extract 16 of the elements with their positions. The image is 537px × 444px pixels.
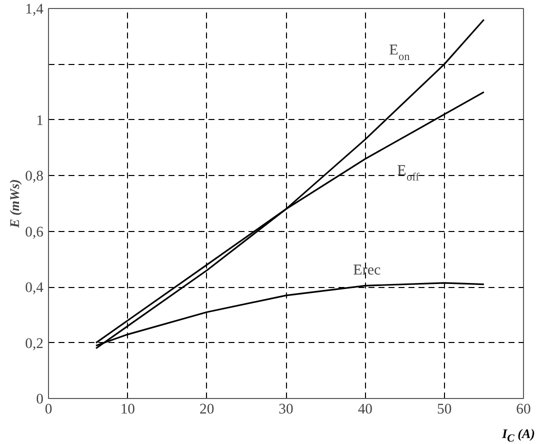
y-tick-label: 0,4 <box>25 280 44 296</box>
x-tick-label: 40 <box>358 402 372 418</box>
x-axis-title: I$_{C}$ (A) <box>502 425 535 444</box>
x-tick-label: 50 <box>437 402 452 418</box>
y-axis-title: E (mWs) <box>7 179 22 229</box>
y-tick-label: 1,4 <box>25 2 44 18</box>
y-tick-label: 0,2 <box>25 336 44 352</box>
series-label: Erec <box>353 262 381 279</box>
x-tick-label: 10 <box>120 402 135 418</box>
y-tick-label: 0 <box>36 392 44 408</box>
y-tick-label: 0,6 <box>25 224 44 240</box>
x-tick-label: 60 <box>516 402 531 418</box>
y-tick-label: 1 <box>36 112 44 129</box>
y-tick-label: 0,8 <box>25 168 44 185</box>
x-tick-label: 30 <box>278 402 294 418</box>
x-tick-label: 20 <box>200 402 214 418</box>
